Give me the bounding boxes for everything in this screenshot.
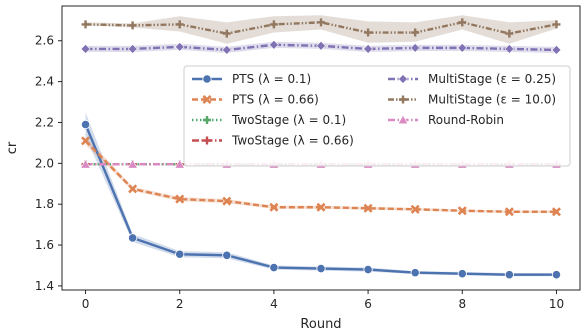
point-multistage-10-0 <box>222 29 231 38</box>
y-tick-label: 2.4 <box>35 75 54 89</box>
point-pts-0-1 <box>316 263 326 274</box>
point-pts-0-1 <box>175 249 185 259</box>
point-multistage-10-0 <box>552 20 561 29</box>
x-axis-label: Round <box>300 317 341 332</box>
point-multistage-0-25 <box>504 43 515 54</box>
y-tick-label: 2.6 <box>35 34 54 48</box>
point-pts-0-66 <box>551 207 561 217</box>
x-tick-label: 2 <box>176 297 184 311</box>
point-multistage-0-25 <box>127 43 138 54</box>
point-multistage-10-0 <box>411 28 420 37</box>
y-axis-label: cr <box>5 141 20 154</box>
y-tick-label: 1.4 <box>35 279 54 293</box>
legend-label-pts-0-1: PTS (λ = 0.1) <box>232 72 311 86</box>
legend-label-pts-0-66: PTS (λ = 0.66) <box>232 93 319 107</box>
point-multistage-10-0 <box>175 20 184 29</box>
point-round-robin <box>174 158 186 169</box>
point-multistage-0-25 <box>363 43 374 54</box>
y-tick-label: 2.0 <box>35 156 54 170</box>
point-multistage-10-0 <box>505 29 514 38</box>
point-pts-0-66 <box>504 207 514 217</box>
point-pts-0-66 <box>128 184 138 194</box>
point-pts-0-1 <box>269 262 279 273</box>
point-round-robin <box>80 158 91 169</box>
point-multistage-10-0 <box>81 20 90 29</box>
x-tick-label: 8 <box>458 297 466 311</box>
legend-marker-twostage-0-66 <box>203 136 211 145</box>
plot-frame <box>61 5 581 291</box>
point-pts-0-66 <box>363 203 373 213</box>
point-multistage-0-25 <box>80 43 91 54</box>
point-pts-0-1 <box>457 269 467 279</box>
y-tick-label: 1.6 <box>35 238 54 252</box>
point-pts-0-66 <box>175 194 185 204</box>
legend-label-round-robin: Round-Robin <box>428 113 504 127</box>
point-pts-0-1 <box>128 233 138 243</box>
point-pts-0-1 <box>410 268 420 278</box>
point-multistage-0-25 <box>457 42 468 53</box>
x-axis-ticks: 0 2 4 6 8 10 <box>82 290 564 311</box>
y-axis-ticks: 1.4 1.6 1.8 2.0 2.2 2.4 2.6 <box>35 34 62 293</box>
point-round-robin <box>127 158 138 169</box>
legend-marker-twostage-0-1 <box>203 116 211 124</box>
point-pts-0-1 <box>222 250 232 260</box>
x-tick-label: 4 <box>270 297 278 311</box>
point-pts-0-66 <box>81 136 91 146</box>
y-tick-label: 2.2 <box>35 115 54 129</box>
point-pts-0-66 <box>457 206 467 216</box>
point-multistage-0-25 <box>221 45 232 55</box>
legend-marker-pts-0-1 <box>202 74 212 84</box>
point-pts-0-66 <box>269 202 279 212</box>
point-multistage-10-0 <box>128 21 137 30</box>
legend-label-twostage-0-1: TwoStage (λ = 0.1) <box>231 113 346 127</box>
point-pts-0-1 <box>504 270 514 280</box>
point-pts-0-66 <box>316 202 326 212</box>
point-pts-0-1 <box>80 119 91 130</box>
point-pts-0-66 <box>222 196 232 206</box>
legend-label-multistage-0-25: MultiStage (ε = 0.25) <box>428 72 556 86</box>
point-multistage-10-0 <box>269 20 278 29</box>
point-multistage-10-0 <box>364 28 373 37</box>
legend-marker-multistage-10-0 <box>399 95 407 104</box>
legend-marker-round-robin <box>397 114 409 125</box>
x-tick-label: 10 <box>549 297 564 311</box>
point-multistage-0-25 <box>410 42 421 53</box>
legend-label-twostage-0-66: TwoStage (λ = 0.66) <box>231 134 354 148</box>
band-multistage-10-0 <box>85 15 557 44</box>
point-pts-0-66 <box>410 204 420 214</box>
point-multistage-0-25 <box>551 45 562 55</box>
point-multistage-0-25 <box>316 40 326 51</box>
point-pts-0-1 <box>551 270 562 280</box>
legend-marker-pts-0-66 <box>202 94 212 105</box>
point-multistage-0-25 <box>268 39 279 50</box>
point-pts-0-1 <box>363 264 373 275</box>
legend-box <box>183 65 571 167</box>
x-tick-label: 6 <box>364 297 372 311</box>
legend-marker-multistage-0-25 <box>398 74 408 84</box>
legend: PTS (λ = 0.1) PTS (λ = 0.66) TwoStage (λ =… <box>183 65 571 167</box>
point-multistage-0-25 <box>174 41 185 52</box>
point-multistage-10-0 <box>458 18 467 27</box>
y-tick-label: 1.8 <box>35 197 54 211</box>
legend-label-multistage-10-0: MultiStage (ε = 10.0) <box>428 93 556 107</box>
point-multistage-10-0 <box>317 18 325 27</box>
x-tick-label: 0 <box>82 297 90 311</box>
